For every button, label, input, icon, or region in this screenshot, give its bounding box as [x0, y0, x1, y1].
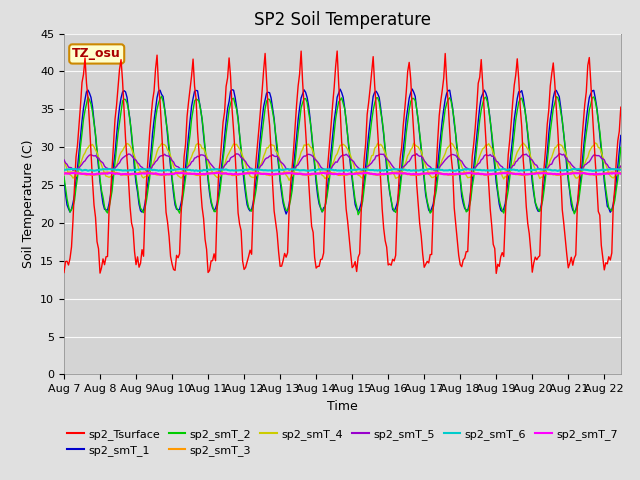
Title: SP2 Soil Temperature: SP2 Soil Temperature	[254, 11, 431, 29]
Legend: sp2_Tsurface, sp2_smT_1, sp2_smT_2, sp2_smT_3, sp2_smT_4, sp2_smT_5, sp2_smT_6, : sp2_Tsurface, sp2_smT_1, sp2_smT_2, sp2_…	[63, 424, 622, 460]
Y-axis label: Soil Temperature (C): Soil Temperature (C)	[22, 140, 35, 268]
Text: TZ_osu: TZ_osu	[72, 48, 121, 60]
X-axis label: Time: Time	[327, 400, 358, 413]
